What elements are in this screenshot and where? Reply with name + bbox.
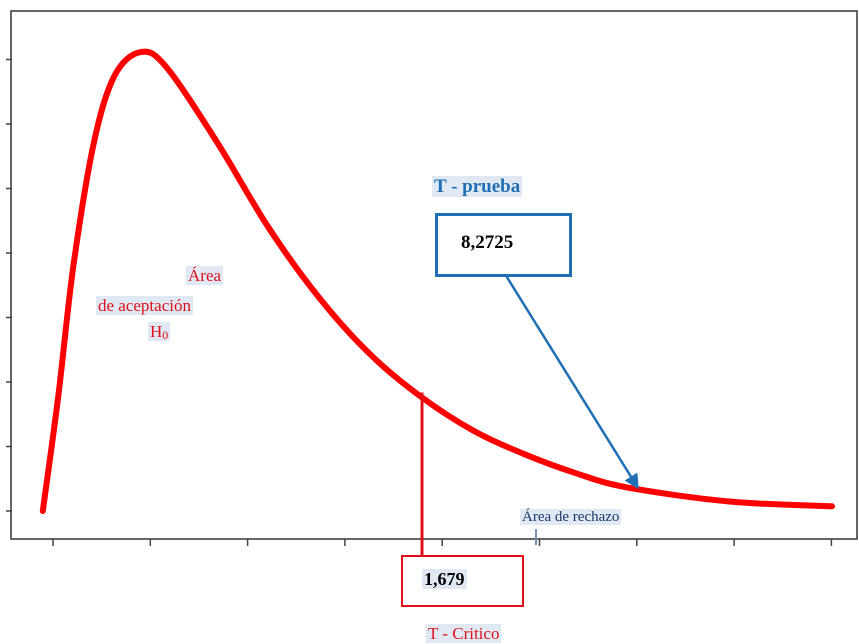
t-prueba-value-box [435, 213, 572, 277]
h-symbol: H [150, 322, 163, 341]
t-critico-value-text: 1,679 [422, 569, 467, 589]
t-prueba-title-text: T - prueba [432, 176, 523, 197]
density-curve [39, 48, 835, 514]
h0-label: H0 [148, 322, 171, 342]
acceptance-of-text: de aceptación [96, 296, 193, 315]
t-critico-value: 1,679 [422, 569, 467, 590]
x-axis-ticks [52, 539, 833, 546]
rejection-area-label: Área de rechazo [520, 509, 622, 526]
t-critico-title: T - Critico [426, 624, 502, 644]
acceptance-label-line3: H0 [148, 322, 171, 343]
t-prueba-title: T - prueba [432, 176, 523, 198]
acceptance-area-text: Área [186, 266, 224, 285]
plot-frame [10, 10, 858, 540]
acceptance-label-line2: de aceptación [96, 296, 193, 316]
h-subscript: 0 [162, 328, 169, 342]
acceptance-label-line1: Área [186, 266, 224, 286]
rejection-area-text: Área de rechazo [520, 509, 622, 525]
y-axis-ticks [6, 58, 12, 512]
t-critico-value-box [401, 555, 524, 607]
t-prueba-value: 8,2725 [461, 232, 514, 253]
t-critico-title-text: T - Critico [426, 624, 502, 643]
t-prueba-arrow [503, 273, 639, 490]
